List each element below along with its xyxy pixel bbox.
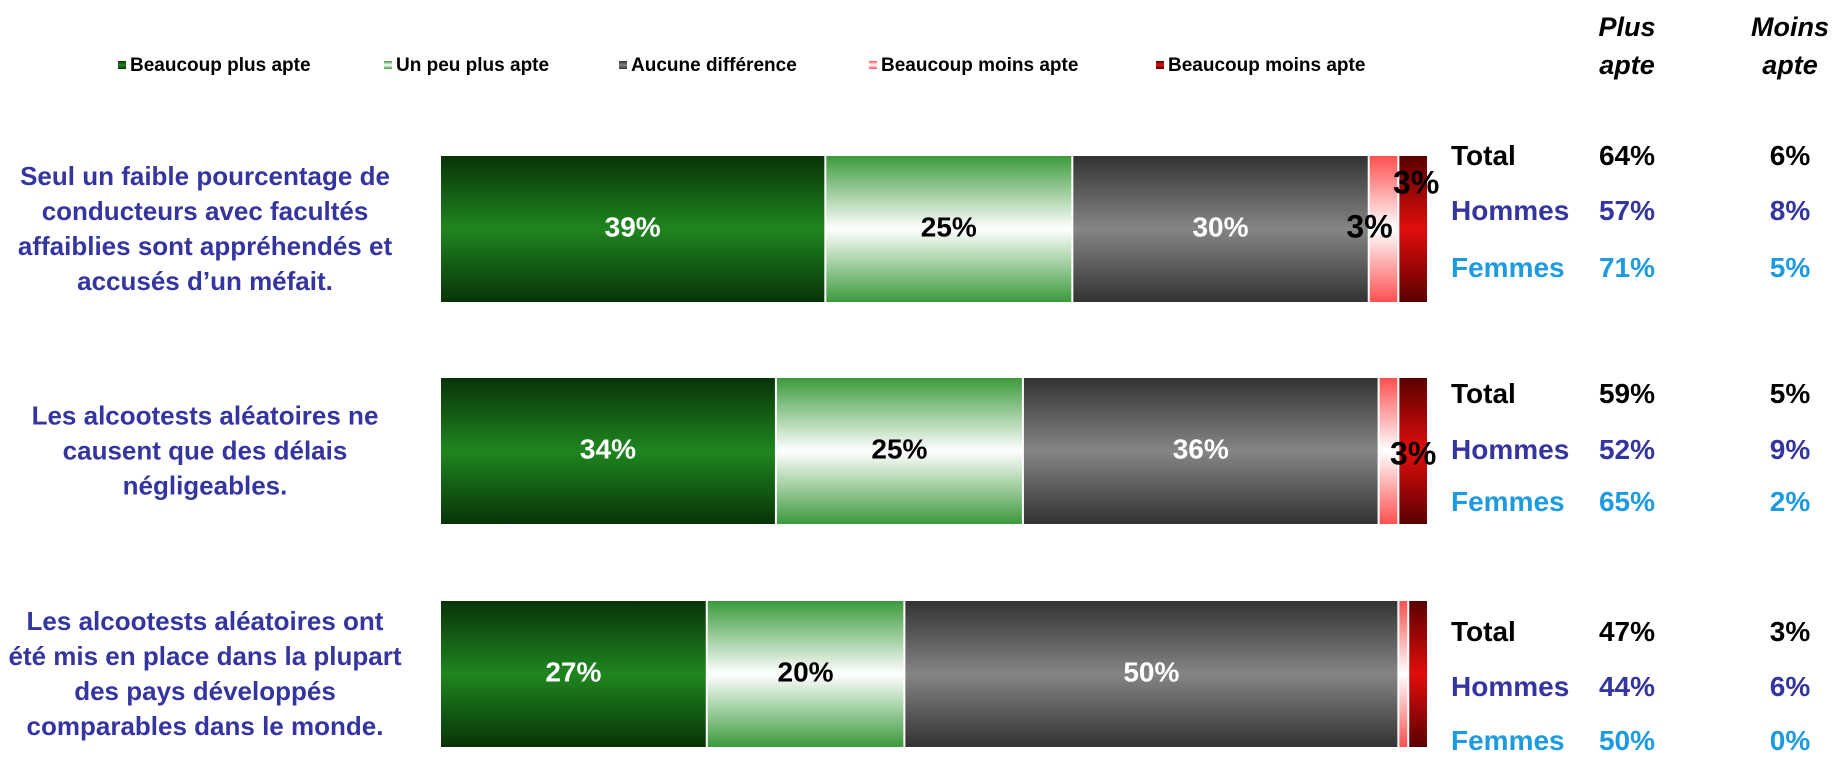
data-label: 20% xyxy=(778,656,834,687)
summary-cell: 9% xyxy=(1769,434,1811,465)
data-label: 30% xyxy=(1192,211,1248,242)
data-label: 3% xyxy=(1346,208,1392,244)
summary-cell: 5% xyxy=(1769,252,1811,283)
bar-segment xyxy=(1379,378,1398,524)
data-label: 27% xyxy=(545,656,601,687)
data-label: 50% xyxy=(1123,656,1179,687)
bar-segment xyxy=(441,378,775,524)
summary-cell: 47% xyxy=(1598,616,1656,647)
summary-cell: 8% xyxy=(1769,195,1811,226)
legend-swatch xyxy=(1156,61,1164,69)
summary-cell: 65% xyxy=(1598,486,1656,517)
bar-segment xyxy=(1399,601,1408,747)
data-label: 25% xyxy=(921,211,977,242)
legend-label: Beaucoup moins apte xyxy=(881,55,1078,76)
data-label: 25% xyxy=(871,433,927,464)
summary-cell: 57% xyxy=(1598,195,1656,226)
data-label: 3% xyxy=(1390,435,1436,471)
summary-cell: Femmes xyxy=(1451,252,1565,283)
bar-segment xyxy=(707,601,904,747)
bar-segment xyxy=(826,156,1072,302)
legend-swatch xyxy=(619,61,627,69)
bar-segment xyxy=(1399,378,1427,524)
summary-cell: 5% xyxy=(1769,378,1811,409)
summary-cell: Femmes xyxy=(1451,486,1565,517)
summary-cell: Hommes xyxy=(1451,434,1570,465)
summary-cell: 6% xyxy=(1769,140,1811,171)
bar-segment xyxy=(1399,156,1427,302)
column-header: Plus apte xyxy=(1598,12,1656,80)
summary-cell: Hommes xyxy=(1451,195,1570,226)
bar-segment xyxy=(1073,156,1368,302)
column-header: Moins apte xyxy=(1751,12,1829,80)
category-label: Les alcootests aléatoires ne causent que… xyxy=(31,400,379,501)
bar-segment xyxy=(1023,378,1378,524)
data-label: 34% xyxy=(580,433,636,464)
legend-label: Beaucoup plus apte xyxy=(130,55,311,76)
data-label: 39% xyxy=(605,211,661,242)
summary-cell: 3% xyxy=(1769,616,1811,647)
summary-cell: 2% xyxy=(1769,486,1811,517)
summary-cell: 52% xyxy=(1598,434,1656,465)
legend-label: Un peu plus apte xyxy=(396,55,549,76)
data-label: 3% xyxy=(1393,164,1439,200)
legend-swatch xyxy=(869,61,877,69)
category-label: Seul un faible pourcentage de conducteur… xyxy=(17,161,393,296)
bar-segment xyxy=(441,156,825,302)
summary-cell: 59% xyxy=(1598,378,1656,409)
legend-label: Beaucoup moins apte xyxy=(1168,55,1365,76)
summary-cell: 64% xyxy=(1598,140,1656,171)
legend-swatch xyxy=(118,61,126,69)
summary-cell: Femmes xyxy=(1451,725,1565,756)
summary-cell: Hommes xyxy=(1451,671,1570,702)
bar-segment xyxy=(905,601,1398,747)
bar-segment xyxy=(776,378,1022,524)
bar-segment xyxy=(1369,156,1398,302)
summary-cell: Total xyxy=(1451,378,1516,409)
summary-cell: 44% xyxy=(1598,671,1656,702)
summary-cell: 71% xyxy=(1598,252,1656,283)
data-label: 36% xyxy=(1173,433,1229,464)
category-label: Les alcootests aléatoires ont été mis en… xyxy=(8,606,402,741)
legend-label: Aucune différence xyxy=(631,55,797,76)
legend-swatch xyxy=(384,61,392,69)
summary-cell: Total xyxy=(1451,616,1516,647)
summary-cell: 6% xyxy=(1769,671,1811,702)
bar-segment xyxy=(441,601,706,747)
bar-segment xyxy=(1409,601,1427,747)
summary-cell: 0% xyxy=(1769,725,1811,756)
summary-cell: 50% xyxy=(1598,725,1656,756)
summary-cell: Total xyxy=(1451,140,1516,171)
